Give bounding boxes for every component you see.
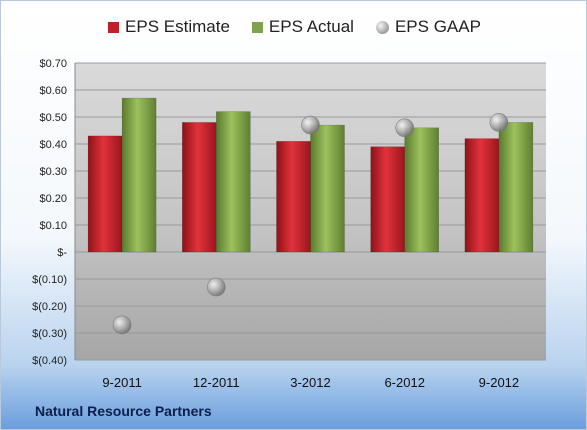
legend-swatch-eps-estimate [108,21,120,33]
y-tick-label: $(0.40) [32,355,67,367]
legend-marker-eps-gaap [375,20,389,34]
bar-eps-actual [121,97,157,253]
legend: EPS Estimate EPS Actual EPS GAAP [1,17,587,37]
point-eps-gaap [489,113,509,132]
bar-eps-estimate [464,138,500,253]
eps-chart: $0.70 $0.60 $0.50 $0.40 $0.30 $0.20 $0.10 $- $(0… [32,58,546,390]
y-tick-label: $0.60 [39,85,67,97]
x-tick-label: 3-2012 [290,375,330,390]
bar-eps-actual [498,122,534,253]
y-tick-label: $0.10 [39,220,67,232]
legend-label-eps-estimate: EPS Estimate [125,17,230,36]
x-tick-label: 12-2011 [193,375,240,390]
y-tick-label: $0.20 [39,193,67,205]
x-tick-label: 6-2012 [384,375,424,390]
point-eps-gaap [395,118,415,138]
bar-eps-estimate [182,122,217,253]
company-name: Natural Resource Partners [35,403,212,419]
legend-item-eps-gaap: EPS GAAP [375,17,481,37]
point-eps-gaap [301,115,320,135]
x-tick-label: 9-2011 [102,375,142,390]
point-eps-gaap [207,277,226,297]
y-tick-label: $(0.10) [32,274,67,286]
bar-eps-estimate [87,135,123,253]
legend-label-eps-actual: EPS Actual [268,17,354,36]
y-tick-label: $0.70 [39,58,67,70]
y-tick-label: $0.30 [39,166,67,178]
bar-eps-actual [404,127,439,253]
bar-eps-estimate [276,141,311,253]
bar-eps-actual [310,124,345,253]
y-tick-label: $0.50 [39,112,67,124]
legend-item-eps-actual: EPS Actual [251,17,354,37]
y-tick-label: $0.40 [39,139,67,151]
bar-eps-actual [216,111,251,253]
x-tick-label: 9-2012 [479,375,519,390]
legend-item-eps-estimate: EPS Estimate [108,17,230,37]
point-eps-gaap [112,315,132,335]
y-tick-label: $(0.30) [32,328,67,340]
legend-label-eps-gaap: EPS GAAP [394,17,481,36]
y-tick-label: $- [57,247,67,259]
legend-swatch-eps-actual [251,21,263,33]
bar-eps-estimate [370,146,405,253]
y-tick-label: $(0.20) [32,301,67,313]
